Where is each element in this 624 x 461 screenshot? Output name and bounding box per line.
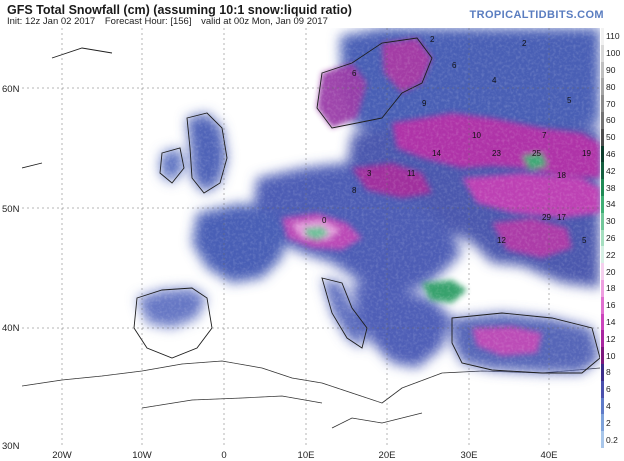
colorbar-swatch [601, 212, 604, 231]
lon-label-10w: 10W [132, 450, 152, 461]
header: GFS Total Snowfall (cm) (assuming 10:1 s… [0, 0, 624, 28]
colorbar-level-label: 80 [606, 81, 616, 92]
lat-label-60n: 60N [2, 84, 20, 95]
colorbar-swatch [601, 162, 604, 180]
snow-value: 25 [532, 149, 541, 158]
colorbar-swatch [601, 128, 604, 147]
colorbar-level-label: 60 [606, 115, 616, 126]
map-canvas: 2 2 6 4 5 9 7 10 14 23 25 19 18 29 17 12… [22, 28, 600, 448]
colorbar-swatch [601, 313, 604, 331]
colorbar-level-label: 46 [606, 149, 616, 159]
lat-label-40n: 40N [2, 323, 20, 334]
lon-label-20w: 20W [52, 450, 72, 461]
valid-time: valid at 00z Mon, Jan 09 2017 [201, 16, 328, 27]
snow-value: 29 [542, 213, 551, 222]
colorbar-level-label: 22 [606, 249, 616, 260]
colorbar-level-label: 4 [606, 401, 611, 411]
snow-value: 6 [352, 69, 357, 78]
snow-value: 8 [352, 186, 357, 195]
colorbar-level-label: 6 [606, 384, 611, 395]
colorbar-swatch [601, 246, 604, 264]
snow-value: 10 [472, 131, 481, 140]
lat-label-30n: 30N [2, 441, 20, 452]
snow-value: 17 [557, 213, 566, 222]
site-brand: TROPICALTIDBITS.COM [469, 9, 604, 21]
colorbar-legend: 110 100 90 80 70 60 50 46 42 38 34 30 26 22 20 18 16 14 12… [601, 28, 624, 449]
snow-value: 18 [557, 171, 566, 180]
colorbar-level-label: 110 [606, 31, 620, 42]
colorbar-swatch [601, 263, 604, 281]
colorbar-swatch [601, 280, 604, 298]
colorbar-level-label: 70 [606, 98, 616, 109]
colorbar-swatch [601, 44, 604, 63]
colorbar-level-label: 2 [606, 417, 611, 428]
colorbar-swatch [601, 61, 604, 79]
colorbar-swatch [601, 296, 604, 315]
colorbar-level-label: 34 [606, 199, 616, 210]
colorbar-level-label: 18 [606, 283, 616, 294]
colorbar-level-label: 26 [606, 233, 616, 243]
colorbar-swatch [601, 179, 604, 197]
snow-value: 14 [432, 149, 441, 158]
snow-value: 7 [542, 131, 547, 140]
colorbar-level-label: 90 [606, 65, 616, 75]
snow-value: 19 [582, 149, 591, 158]
colorbar-level-label: 30 [606, 216, 616, 227]
colorbar-swatch [601, 431, 604, 449]
colorbar-swatch [601, 397, 604, 415]
colorbar-level-label: 8 [606, 367, 611, 378]
colorbar-level-label: 50 [606, 132, 616, 143]
lon-label-20e: 20E [378, 450, 396, 461]
colorbar-swatch [601, 78, 604, 96]
snow-value: 9 [422, 99, 427, 108]
colorbar-swatch [601, 330, 604, 348]
colorbar-level-label: 10 [606, 350, 616, 361]
snow-value-labels: 2 2 6 4 5 9 7 10 14 23 25 19 18 29 17 12… [322, 35, 591, 245]
lon-label-0: 0 [221, 450, 227, 461]
lon-label-30e: 30E [460, 450, 478, 461]
colorbar-level-label: 0.2 [606, 434, 618, 445]
colorbar-swatch [601, 28, 604, 46]
snow-value: 12 [497, 236, 506, 245]
snow-value: 11 [407, 169, 416, 178]
lon-label-40e: 40E [540, 450, 558, 461]
colorbar-level-label: 100 [606, 48, 621, 59]
colorbar-swatch [601, 95, 604, 113]
forecast-hour: Forecast Hour: [156] [104, 16, 192, 27]
colorbar-level-label: 14 [606, 317, 616, 327]
snow-value: 23 [492, 149, 501, 158]
colorbar-level-label: 12 [606, 333, 616, 344]
snow-value: 3 [367, 169, 372, 178]
colorbar-swatch [601, 380, 604, 399]
colorbar-swatch [601, 229, 604, 247]
map-title: GFS Total Snowfall (cm) (assuming 10:1 s… [7, 3, 352, 17]
snow-value: 5 [567, 96, 572, 105]
colorbar-swatch [601, 196, 604, 214]
snow-value: 4 [492, 76, 497, 85]
snow-value: 2 [522, 39, 527, 48]
colorbar-level-label: 20 [606, 266, 616, 277]
colorbar-level-label: 42 [606, 165, 616, 176]
lat-label-50n: 50N [2, 204, 20, 215]
snow-value: 2 [430, 35, 435, 44]
graticule [22, 28, 600, 448]
map-subtitle: Init: 12z Jan 02 2017 Forecast Hour: [15… [7, 16, 335, 27]
colorbar-swatch [601, 414, 604, 432]
colorbar-swatch [601, 347, 604, 365]
colorbar-swatch [601, 112, 604, 130]
snowfall-map: 2 2 6 4 5 9 7 10 14 23 25 19 18 29 17 12… [22, 28, 600, 448]
init-time: Init: 12z Jan 02 2017 [7, 16, 96, 27]
snow-value: 0 [322, 216, 327, 225]
lon-label-10e: 10E [297, 450, 315, 461]
colorbar-level-label: 16 [606, 300, 616, 311]
snowfall-shading [22, 28, 600, 448]
colorbar-level-label: 38 [606, 182, 616, 193]
snow-value: 5 [582, 236, 587, 245]
colorbar-swatch [601, 145, 604, 163]
colorbar-swatch [601, 364, 604, 382]
snow-value: 6 [452, 61, 457, 70]
